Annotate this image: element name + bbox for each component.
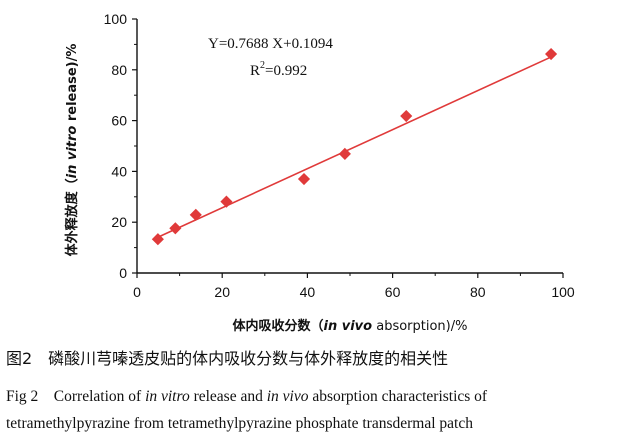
y-axis-label-rest: release)/% — [65, 44, 80, 126]
y-tick-label: 40 — [111, 163, 127, 179]
data-point — [297, 172, 311, 186]
x-axis-label: 体内吸收分数（in vivo absorption)/% — [233, 318, 468, 334]
caption-en-part-1: Fig 2 Correlation of — [6, 388, 146, 405]
y-axis-label: 体外释放度（in vitro release)/% — [64, 44, 80, 257]
regression-line — [153, 54, 555, 240]
fit-line-group — [153, 54, 555, 240]
axes: 0 20 40 60 80 100 0 20 40 60 80 100 — [104, 11, 575, 300]
data-point — [545, 47, 558, 61]
r-squared-r: R — [250, 63, 260, 79]
caption-en-part-4: in vivo — [266, 388, 309, 405]
caption-en-part-2: in vitro — [145, 388, 190, 405]
correlation-chart: 0 20 40 60 80 100 0 20 40 60 80 100 Y=0.7688 X+0.10… — [64, 11, 575, 334]
r-squared-label: R2=0.992 — [250, 60, 307, 79]
figure-caption-en-line1: Fig 2 Correlation of in vitro release an… — [6, 384, 487, 406]
data-point — [338, 147, 351, 160]
y-tick-label: 0 — [119, 265, 127, 281]
y-tick-label: 80 — [111, 62, 127, 78]
data-point — [400, 109, 413, 123]
x-tick-label: 0 — [133, 284, 141, 300]
r-squared-sup: 2 — [260, 60, 265, 71]
figure-caption-zh: 图2 磷酸川芎嗪透皮贴的体内吸收分数与体外释放度的相关性 — [6, 349, 449, 368]
x-tick-label: 100 — [551, 284, 575, 300]
x-axis-label-italic: in vivo — [324, 319, 373, 334]
x-tick-label: 60 — [385, 284, 401, 300]
data-point — [189, 208, 202, 221]
figure-caption-en-line2: tetramethylpyrazine from tetramethylpyra… — [6, 415, 473, 432]
regression-equation: Y=0.7688 X+0.1094 — [208, 36, 333, 52]
y-axis-label-italic: in vitro — [65, 126, 80, 179]
r-squared-value: =0.992 — [265, 63, 307, 79]
data-point — [151, 233, 164, 246]
data-point — [169, 222, 182, 235]
caption-en-part-3: release and — [189, 388, 267, 405]
y-tick-label: 100 — [104, 11, 128, 27]
x-axis-label-rest: absorption)/% — [372, 319, 467, 334]
x-tick-label: 40 — [300, 284, 316, 300]
y-tick-label: 20 — [111, 214, 127, 230]
x-tick-label: 80 — [470, 284, 486, 300]
y-tick-label: 60 — [111, 113, 127, 129]
x-axis-label-zh: 体内吸收分数（ — [233, 318, 324, 334]
data-markers — [151, 47, 558, 246]
x-tick-label: 20 — [214, 284, 230, 300]
data-point — [220, 195, 233, 208]
caption-en-part-5: absorption characteristics of — [308, 388, 488, 405]
y-axis-label-zh: 体外释放度（ — [64, 178, 80, 256]
